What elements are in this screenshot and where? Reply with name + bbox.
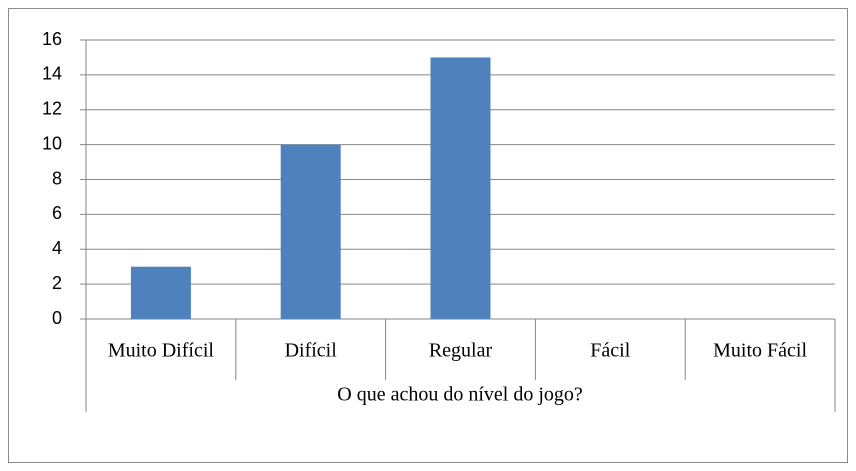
- y-tick-label: 2: [52, 273, 62, 293]
- x-tick-label: Regular: [429, 340, 493, 362]
- y-tick-label: 16: [42, 29, 62, 49]
- y-tick-label: 6: [52, 203, 62, 223]
- y-tick-label: 12: [42, 99, 62, 119]
- x-tick-label: Muito Difícil: [108, 340, 215, 362]
- y-tick-label: 4: [52, 238, 62, 258]
- y-tick-label: 0: [52, 308, 62, 328]
- x-axis-title: O que achou do nível do jogo?: [337, 384, 583, 406]
- bar: [130, 266, 191, 319]
- chart-border: [8, 8, 848, 463]
- y-tick-label: 8: [52, 168, 62, 188]
- bar: [280, 144, 341, 319]
- x-tick-label: Difícil: [285, 340, 338, 362]
- x-tick-label: Fácil: [590, 340, 630, 362]
- y-tick-label: 10: [42, 133, 62, 153]
- bar: [430, 57, 491, 319]
- y-tick-label: 14: [42, 64, 62, 84]
- x-tick-label: Muito Fácil: [713, 340, 807, 362]
